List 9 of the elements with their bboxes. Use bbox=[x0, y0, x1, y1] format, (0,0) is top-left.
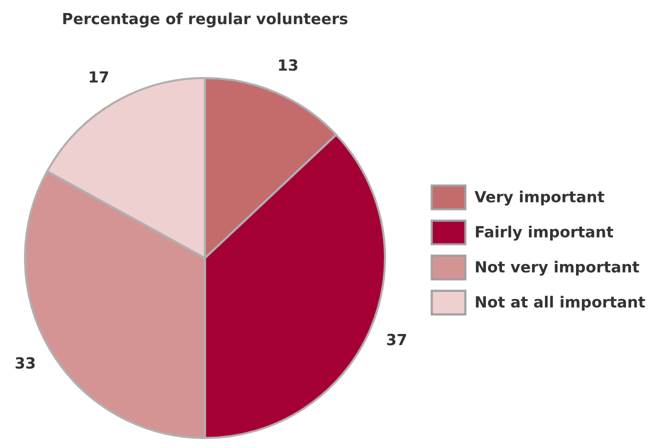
data-label: 33 bbox=[16, 357, 35, 369]
legend-label: Very important bbox=[474, 190, 604, 206]
data-label: 17 bbox=[90, 71, 108, 82]
legend-label: Not at all important bbox=[476, 296, 646, 311]
legend-label: Not very important bbox=[476, 260, 640, 276]
legend-label: Fairly important bbox=[476, 226, 614, 241]
data-label: 37 bbox=[387, 334, 406, 346]
chart-title: Percentage of regular volunteers bbox=[63, 12, 348, 28]
data-label: 13 bbox=[279, 59, 298, 71]
